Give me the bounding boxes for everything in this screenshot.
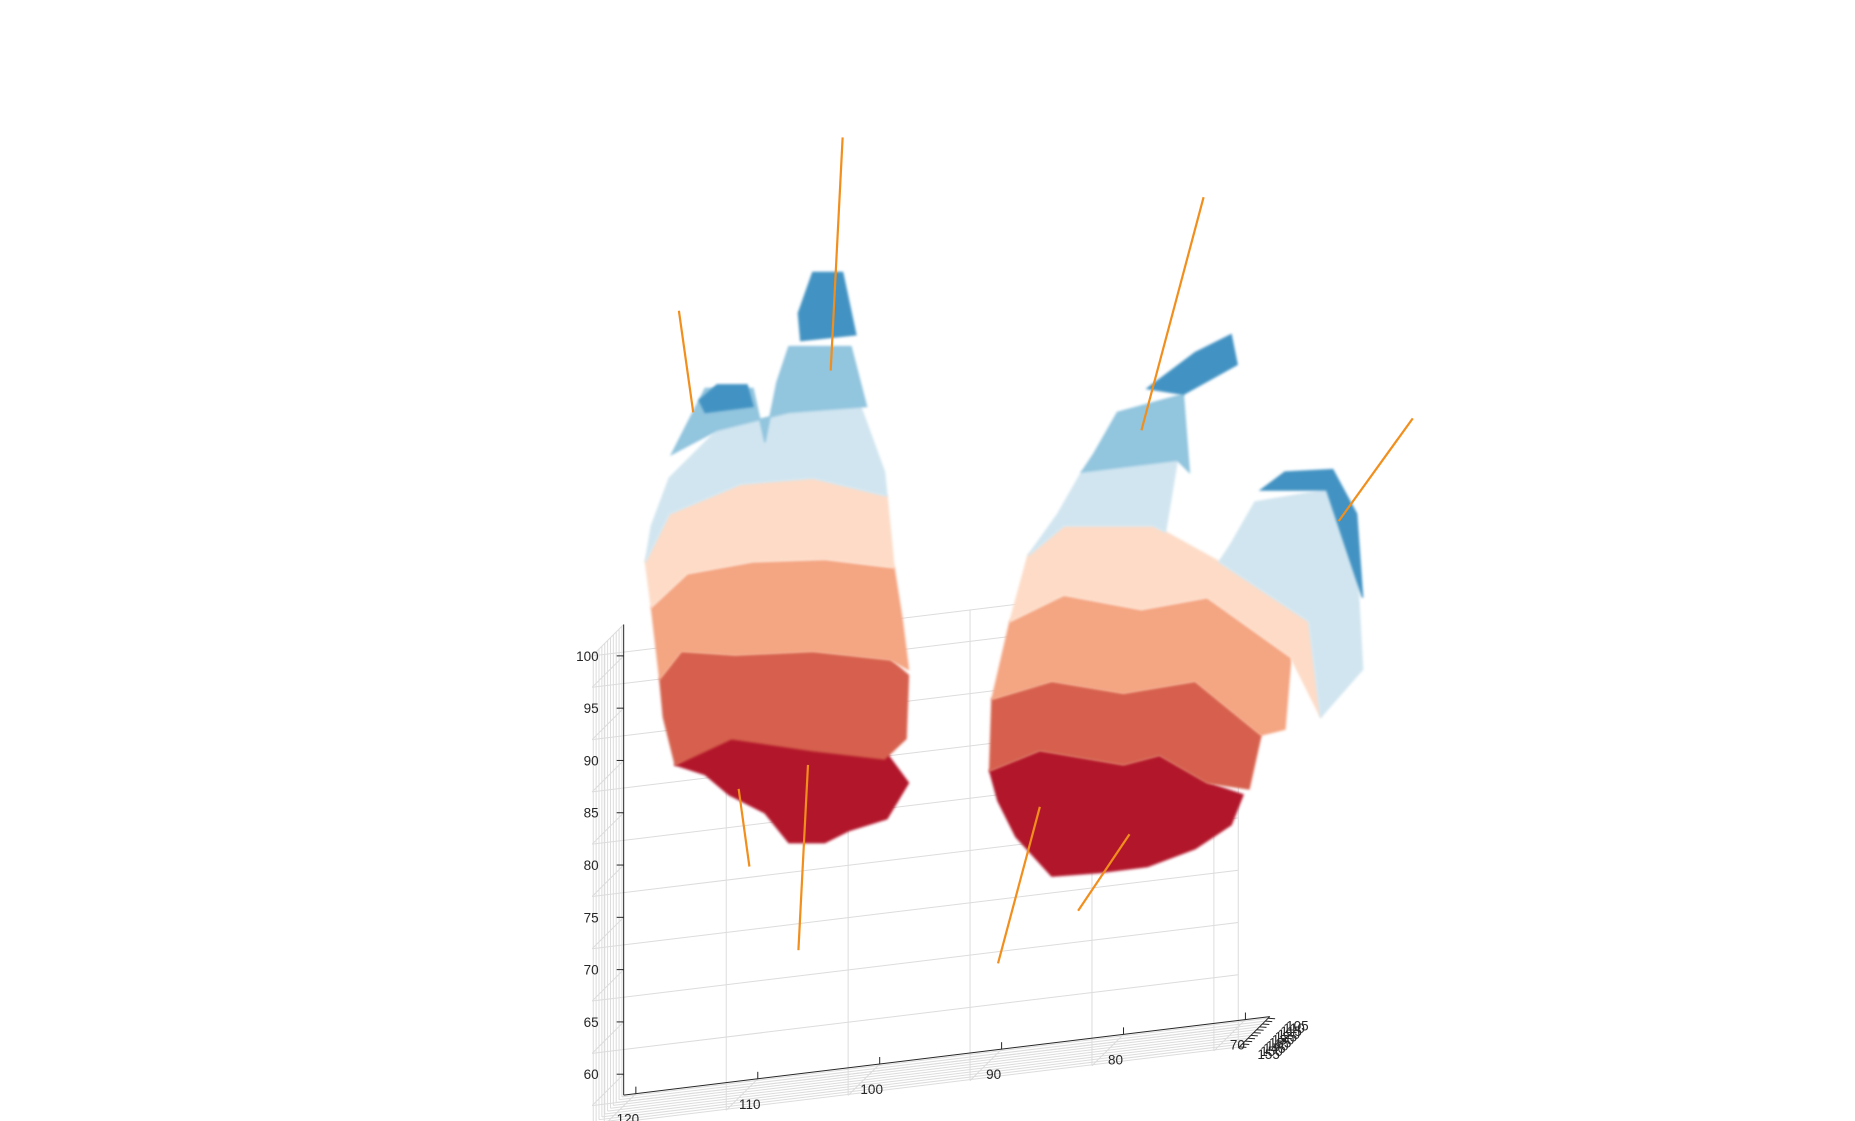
principal-axis-line	[996, 806, 1041, 964]
y-tick-mark	[1256, 1029, 1264, 1031]
gridline-z-side	[591, 760, 625, 793]
principal-axis-line	[1077, 833, 1131, 912]
y-tick-label: 130	[1272, 1033, 1295, 1048]
y-tick-mark	[1265, 1020, 1273, 1023]
y-tick-mark	[1250, 1034, 1258, 1037]
gridline-z-side	[591, 655, 625, 688]
z-tick-label: 70	[584, 963, 599, 978]
gridline-z-side	[591, 916, 625, 950]
z-tick-label: 60	[584, 1067, 599, 1082]
y-tick-label: 155	[1257, 1047, 1280, 1062]
y-tick-label: 125	[1275, 1030, 1298, 1045]
principal-axis-line	[1140, 196, 1205, 431]
z-tick-label: 75	[584, 910, 599, 925]
y-tick-label: 135	[1269, 1035, 1292, 1050]
gridline-y-floor	[601, 1037, 1249, 1118]
y-tick-mark	[1247, 1037, 1256, 1040]
y-tick-mark	[1239, 1046, 1247, 1048]
y-tick-mark	[1245, 1040, 1253, 1043]
gridline-y-floor	[621, 1017, 1269, 1098]
gridline-y-floor	[604, 1043, 1243, 1121]
gridline-y-floor	[604, 1034, 1251, 1115]
gridline-z-back	[592, 974, 1239, 1054]
gridline-z-back	[592, 869, 1239, 950]
y-tick-mark	[1259, 1026, 1267, 1028]
grid-lines	[591, 576, 1269, 1121]
y-tick-mark	[1242, 1043, 1250, 1045]
y-tick-label: 150	[1260, 1044, 1283, 1059]
right-body-band	[1218, 489, 1364, 719]
x-tick-label: 90	[986, 1067, 1001, 1082]
z-tick-label: 85	[584, 806, 599, 821]
z-tick-label: 100	[576, 649, 599, 664]
y-tick-label: 115	[1280, 1024, 1302, 1039]
voxel-bodies	[644, 271, 1364, 877]
right-body-band	[1258, 468, 1364, 598]
box-edge	[591, 624, 625, 657]
z-tick-label: 90	[584, 753, 599, 768]
gridline-y-floor	[607, 1032, 1254, 1112]
x-tick-label: 100	[860, 1082, 883, 1097]
principal-axis-line	[737, 788, 751, 867]
x-tick-label: 70	[1230, 1038, 1245, 1053]
y-tick-mark	[1262, 1023, 1270, 1025]
axes	[616, 624, 1276, 1096]
gridline-z-side	[591, 812, 625, 845]
right-body-band	[1080, 393, 1191, 475]
principal-axes	[677, 137, 1414, 964]
y-tick-label: 110	[1283, 1021, 1305, 1036]
principal-axis-line	[797, 764, 810, 951]
gridline-z-side	[591, 1073, 625, 1106]
right-body-band	[1145, 333, 1238, 396]
y-tick-label: 140	[1266, 1038, 1289, 1053]
tick-labels: 1201101009080701051101151201251301351401…	[576, 649, 1308, 1121]
left-body-band	[644, 405, 888, 563]
gridline-y-floor	[625, 1046, 1240, 1121]
gridline-z-back	[592, 1026, 1239, 1107]
x-tick-label: 110	[739, 1097, 761, 1112]
y-tick-mark	[1253, 1032, 1261, 1034]
z-tick-label: 95	[584, 701, 599, 716]
gridline-y-floor	[613, 1026, 1260, 1106]
principal-axis-line	[1337, 417, 1414, 522]
gridline-z-side	[591, 969, 625, 1002]
x-axis-line	[623, 1016, 1270, 1096]
gridline-y-floor	[610, 1029, 1257, 1109]
principal-axis-line	[677, 310, 695, 413]
gridline-z-side	[591, 707, 625, 740]
gridline-z-side	[591, 1021, 625, 1054]
x-tick-label: 120	[617, 1112, 640, 1121]
z-tick-label: 65	[584, 1015, 599, 1030]
principal-axis-line	[829, 137, 844, 371]
y-tick-label: 145	[1263, 1041, 1286, 1056]
left-body-band	[797, 271, 857, 342]
y-tick-label: 120	[1277, 1027, 1300, 1042]
left-body-band	[698, 384, 754, 414]
gridline-y-floor	[598, 1040, 1246, 1121]
y-tick-mark	[1268, 1017, 1276, 1020]
z-tick-label: 80	[584, 858, 599, 873]
x-tick-label: 80	[1108, 1052, 1123, 1067]
y-tick-label: 105	[1286, 1018, 1309, 1033]
gridline-z-back	[592, 921, 1239, 1002]
gridline-z-side	[591, 864, 625, 897]
gridline-y-floor	[619, 1020, 1266, 1101]
